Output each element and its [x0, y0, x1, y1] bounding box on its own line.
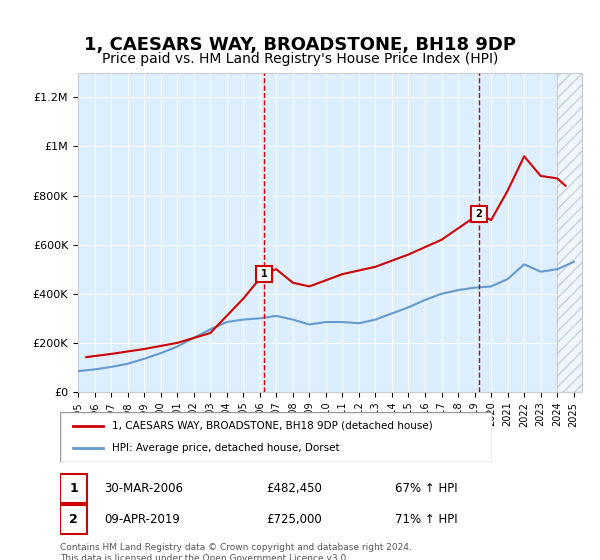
Text: 30-MAR-2006: 30-MAR-2006: [104, 482, 183, 495]
Text: 71% ↑ HPI: 71% ↑ HPI: [395, 513, 457, 526]
Text: Price paid vs. HM Land Registry's House Price Index (HPI): Price paid vs. HM Land Registry's House …: [102, 52, 498, 66]
FancyBboxPatch shape: [60, 505, 87, 534]
FancyBboxPatch shape: [60, 474, 87, 503]
Text: 2: 2: [69, 513, 78, 526]
Text: 1, CAESARS WAY, BROADSTONE, BH18 9DP (detached house): 1, CAESARS WAY, BROADSTONE, BH18 9DP (de…: [112, 421, 433, 431]
Text: Contains HM Land Registry data © Crown copyright and database right 2024.
This d: Contains HM Land Registry data © Crown c…: [60, 543, 412, 560]
Bar: [557, 73, 582, 392]
Text: 2: 2: [476, 209, 482, 219]
Text: 67% ↑ HPI: 67% ↑ HPI: [395, 482, 457, 495]
Text: 09-APR-2019: 09-APR-2019: [104, 513, 180, 526]
Text: £482,450: £482,450: [266, 482, 323, 495]
Text: 1: 1: [260, 269, 267, 278]
FancyBboxPatch shape: [60, 412, 492, 462]
Text: HPI: Average price, detached house, Dorset: HPI: Average price, detached house, Dors…: [112, 443, 340, 453]
Text: 1, CAESARS WAY, BROADSTONE, BH18 9DP: 1, CAESARS WAY, BROADSTONE, BH18 9DP: [84, 36, 516, 54]
Text: £725,000: £725,000: [266, 513, 322, 526]
Text: 1: 1: [69, 482, 78, 495]
